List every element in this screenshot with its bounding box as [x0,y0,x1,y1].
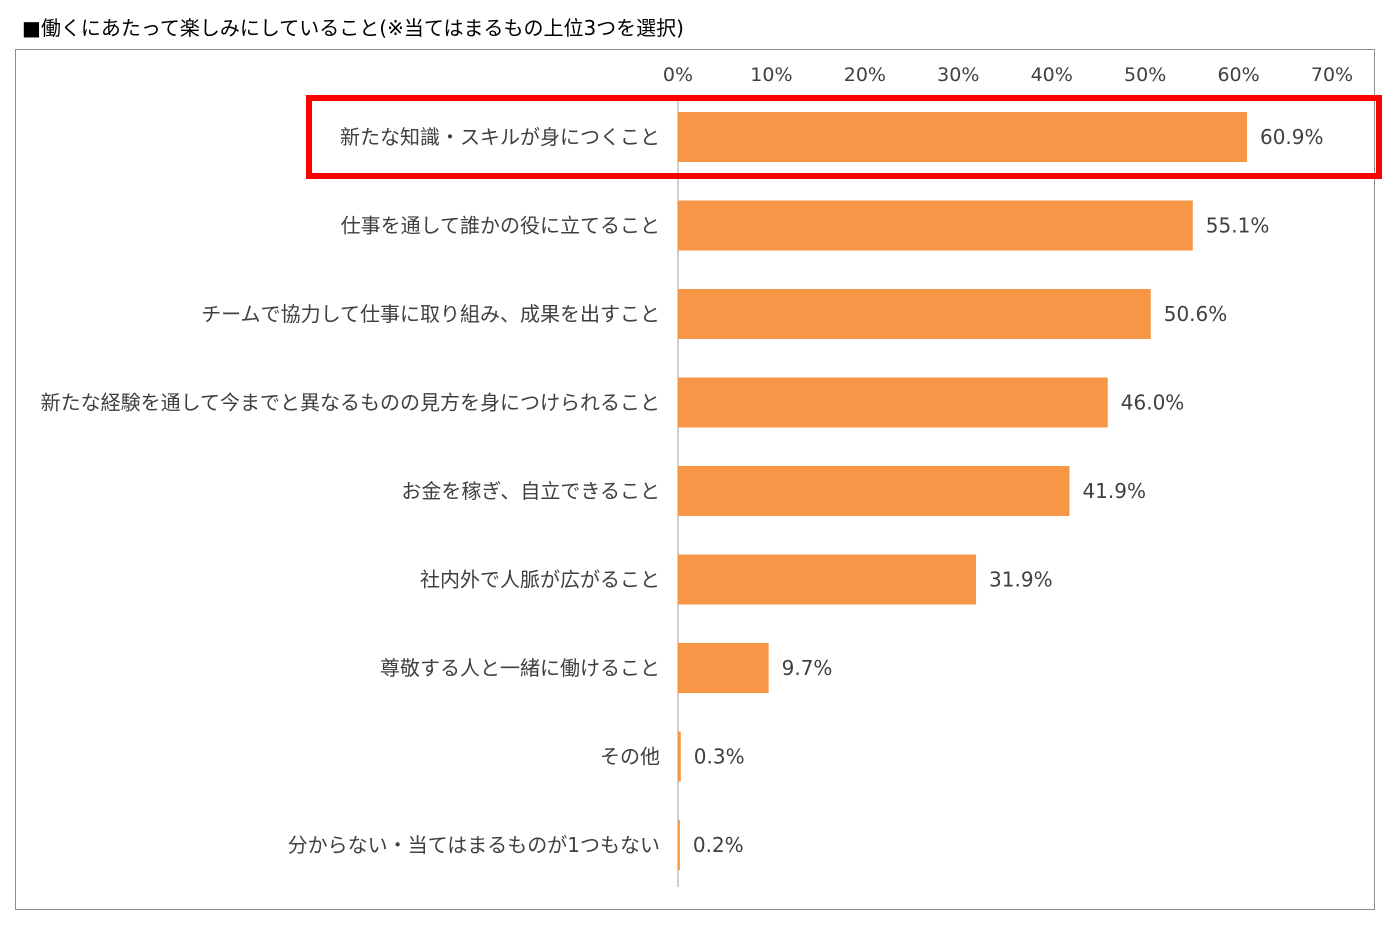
category-label: 新たな知識・スキルが身につくこと [340,125,660,149]
data-label: 55.1% [1206,214,1270,238]
bar [678,820,680,870]
x-tick-label: 30% [937,64,979,86]
x-tick-label: 10% [750,64,792,86]
chart-frame [15,49,1375,910]
data-label: 9.7% [782,656,833,680]
bar [678,112,1247,162]
bar [678,731,681,782]
bar [678,466,1070,516]
highlight-box [306,95,1382,179]
data-label: 60.9% [1260,125,1324,149]
data-label: 50.6% [1164,302,1228,326]
data-label: 0.3% [694,745,745,769]
data-label: 41.9% [1082,479,1146,503]
bar [678,377,1108,428]
data-label: 46.0% [1121,391,1185,415]
category-label: 仕事を通して誰かの役に立てること [341,214,660,238]
x-tick-label: 0% [663,64,693,86]
bar [678,643,769,693]
category-label: 分からない・当てはまるものが1つもない [288,833,660,857]
category-label: 尊敬する人と一緒に働けること [380,656,660,680]
x-tick-label: 20% [844,64,886,86]
bar [678,554,977,605]
data-label: 31.9% [989,568,1053,592]
category-label: 新たな経験を通して今までと異なるものの見方を身につけられること [41,391,660,415]
bar [678,289,1151,339]
x-tick-label: 50% [1124,64,1166,86]
bar [678,200,1193,251]
category-label: お金を稼ぎ、自立できること [401,479,660,503]
data-label: 0.2% [693,833,744,857]
x-tick-label: 70% [1311,64,1353,86]
x-tick-label: 40% [1031,64,1073,86]
x-tick-label: 60% [1217,64,1259,86]
category-label: 社内外で人脈が広がること [420,568,660,592]
chart-title: ■働くにあたって楽しみにしていること(※当てはまるもの上位3つを選択) [22,16,684,40]
category-label: チームで協力して仕事に取り組み、成果を出すこと [201,302,660,326]
category-label: その他 [600,745,660,769]
